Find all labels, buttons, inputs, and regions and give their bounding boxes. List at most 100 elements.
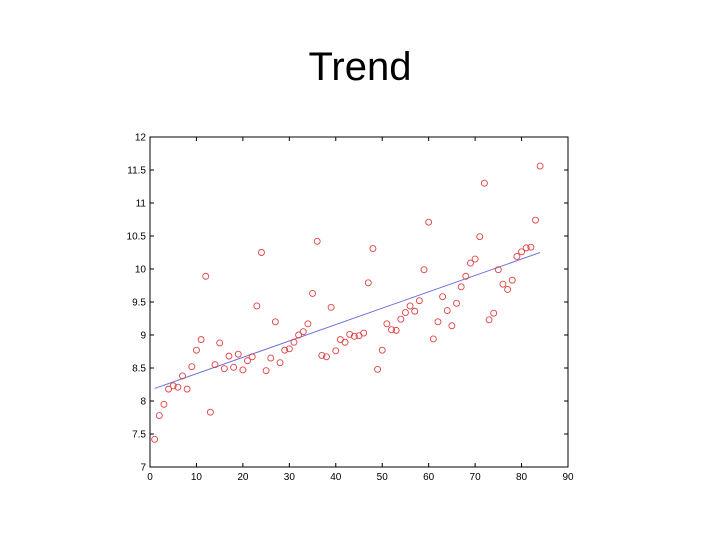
data-point [276,359,284,367]
y-tick-label: 11.5 [127,166,146,177]
data-point [527,243,535,251]
axis-ticks [149,136,569,468]
data-point [234,350,242,358]
data-point [471,255,479,263]
trend-line [154,252,541,389]
data-point [476,233,484,241]
data-point [271,318,279,326]
data-point [499,280,507,288]
data-point [160,400,168,408]
data-points [151,162,544,443]
data-point [267,354,275,362]
data-point [453,299,460,307]
data-point [313,237,321,245]
data-point [341,338,349,346]
data-point [299,328,307,336]
y-tick-label: 10 [135,265,147,276]
data-point [401,309,409,317]
x-tick-label: 30 [284,472,296,483]
data-point [262,367,270,375]
data-point [192,346,200,354]
data-point [439,293,447,301]
data-point [522,244,530,252]
slide-title: Trend [308,45,412,89]
y-tick-label: 9.5 [132,298,146,309]
y-tick-label: 8 [140,397,146,408]
data-point [211,361,219,369]
data-point [327,303,335,311]
data-point [179,372,186,380]
data-point [383,320,391,328]
x-tick-label: 50 [377,472,389,483]
data-point [318,352,326,359]
data-point [420,266,428,274]
y-tick-label: 9 [140,331,146,342]
data-point [360,329,368,337]
data-point [411,307,419,315]
data-point [258,249,265,256]
data-point [248,353,256,361]
data-point [309,289,317,297]
x-tick-label: 60 [423,472,435,483]
x-tick-label: 20 [237,472,249,483]
x-tick-label: 10 [191,472,203,483]
data-point [253,302,261,310]
data-point [323,353,330,361]
data-point [467,259,474,267]
data-point [490,309,498,317]
plot-area [149,136,569,468]
data-point [388,326,395,334]
data-point [462,272,470,280]
data-point [397,315,405,323]
y-tick-label: 8.5 [132,364,146,375]
x-tick-label: 80 [516,472,528,483]
y-tick-label: 7.5 [132,430,146,441]
data-point [174,383,182,391]
data-point [295,331,303,339]
data-point [513,253,521,260]
axis-tick-labels: 0 10 20 30 40 50 60 70 80 90 7 7.5 8 8.5 9 9.5 10 10.5 11 1… [127,133,574,484]
y-tick-label: 7 [140,463,146,474]
data-point [151,435,159,443]
data-point [434,318,442,326]
data-point [202,272,210,280]
data-point [378,346,386,354]
x-tick-label: 0 [147,472,153,483]
data-point [415,297,423,305]
x-tick-label: 40 [330,472,342,483]
data-point [169,382,177,390]
data-point [188,363,196,371]
data-point [206,408,214,416]
data-point [290,338,298,346]
x-tick-label: 70 [470,472,482,483]
data-point [239,366,247,374]
y-tick-label: 10.5 [127,232,147,243]
data-point [429,335,437,343]
data-point [536,162,544,170]
data-point [230,363,238,371]
data-point [220,365,228,373]
data-point [443,307,451,315]
data-point [183,385,191,393]
data-point [406,302,414,310]
data-point [518,248,526,256]
data-point [508,276,516,284]
data-point [457,283,465,291]
data-point [364,279,372,287]
trend-line-group [154,252,541,389]
data-point [281,346,289,354]
data-point [197,336,205,344]
data-point [480,179,488,187]
data-point [374,365,382,373]
data-point [346,330,354,338]
data-point [304,320,312,328]
data-point [448,322,456,330]
data-point [392,326,400,334]
x-tick-label: 90 [562,472,574,483]
y-tick-label: 11 [136,199,147,210]
data-point [332,347,340,355]
data-point [285,345,293,353]
data-point [350,332,358,340]
data-point [504,286,512,293]
